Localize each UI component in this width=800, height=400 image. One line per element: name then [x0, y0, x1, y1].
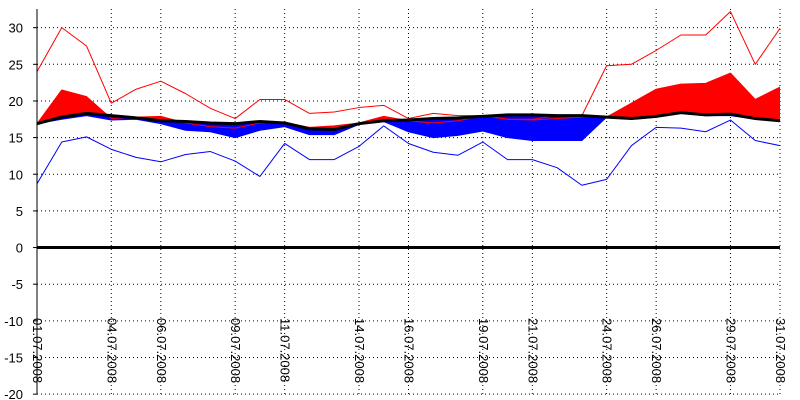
x-tick-label: 21.07.2008	[525, 318, 540, 383]
x-tick-label: 09.07.2008	[228, 318, 243, 383]
y-tick-label: -20	[4, 387, 23, 400]
y-tick-labels: 30 25 20 15 10 5 0 -5 -10 -15 -20	[4, 21, 23, 400]
x-tick-label: 19.07.2008	[476, 318, 491, 383]
y-tick-label: -10	[4, 314, 23, 329]
y-tick-label: 20	[9, 94, 23, 109]
y-tick-label: -15	[4, 351, 23, 366]
y-tick-label: 15	[9, 131, 23, 146]
axes	[33, 9, 780, 395]
y-tick-label: 25	[9, 57, 23, 72]
below-mean-fill	[37, 112, 780, 141]
x-tick-label: 16.07.2008	[402, 318, 417, 383]
x-tick-label: 06.07.2008	[154, 318, 169, 383]
series-lines	[36, 11, 781, 186]
x-tick-label: 29.07.2008	[723, 318, 738, 383]
deviation-fills	[37, 73, 780, 141]
mean-line	[36, 111, 781, 132]
y-tick-label: 10	[9, 167, 23, 182]
x-tick-label: 24.07.2008	[600, 318, 615, 383]
y-tick-label: 0	[16, 241, 23, 256]
min-line	[36, 119, 781, 186]
y-tick-label: 30	[9, 21, 23, 36]
x-tick-label: 11.07.2008	[278, 318, 293, 382]
y-tick-label: 5	[16, 204, 23, 219]
x-tick-label: 04.07.2008	[104, 318, 119, 383]
x-tick-labels: 01.07.2008 04.07.2008 06.07.2008 09.07.2008…	[30, 318, 788, 383]
x-tick-label: 26.07.2008	[649, 318, 664, 383]
x-tick-label: 31.07.2008	[773, 318, 788, 383]
x-tick-label: 14.07.2008	[352, 318, 367, 383]
y-tick-label: -5	[11, 277, 23, 292]
x-tick-label: 01.07.2008	[30, 318, 45, 383]
